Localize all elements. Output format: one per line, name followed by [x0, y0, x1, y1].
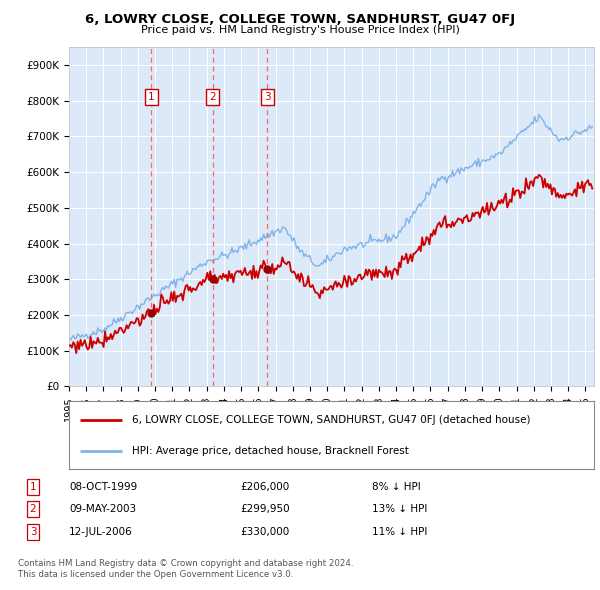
Text: This data is licensed under the Open Government Licence v3.0.: This data is licensed under the Open Gov… [18, 571, 293, 579]
Text: 8% ↓ HPI: 8% ↓ HPI [372, 482, 421, 491]
Text: 2: 2 [29, 504, 37, 514]
Text: HPI: Average price, detached house, Bracknell Forest: HPI: Average price, detached house, Brac… [132, 445, 409, 455]
Text: 6, LOWRY CLOSE, COLLEGE TOWN, SANDHURST, GU47 0FJ: 6, LOWRY CLOSE, COLLEGE TOWN, SANDHURST,… [85, 13, 515, 26]
Text: 1: 1 [29, 482, 37, 491]
Text: £299,950: £299,950 [240, 504, 290, 514]
Text: 3: 3 [29, 527, 37, 536]
Text: 1: 1 [148, 92, 154, 102]
Text: Price paid vs. HM Land Registry's House Price Index (HPI): Price paid vs. HM Land Registry's House … [140, 25, 460, 35]
Text: 11% ↓ HPI: 11% ↓ HPI [372, 527, 427, 536]
Text: 6, LOWRY CLOSE, COLLEGE TOWN, SANDHURST, GU47 0FJ (detached house): 6, LOWRY CLOSE, COLLEGE TOWN, SANDHURST,… [132, 415, 530, 425]
Text: £206,000: £206,000 [240, 482, 289, 491]
Text: 08-OCT-1999: 08-OCT-1999 [69, 482, 137, 491]
Text: 2: 2 [209, 92, 216, 102]
Text: £330,000: £330,000 [240, 527, 289, 536]
Text: 12-JUL-2006: 12-JUL-2006 [69, 527, 133, 536]
Text: 09-MAY-2003: 09-MAY-2003 [69, 504, 136, 514]
Text: 13% ↓ HPI: 13% ↓ HPI [372, 504, 427, 514]
Text: 3: 3 [264, 92, 271, 102]
Text: Contains HM Land Registry data © Crown copyright and database right 2024.: Contains HM Land Registry data © Crown c… [18, 559, 353, 568]
